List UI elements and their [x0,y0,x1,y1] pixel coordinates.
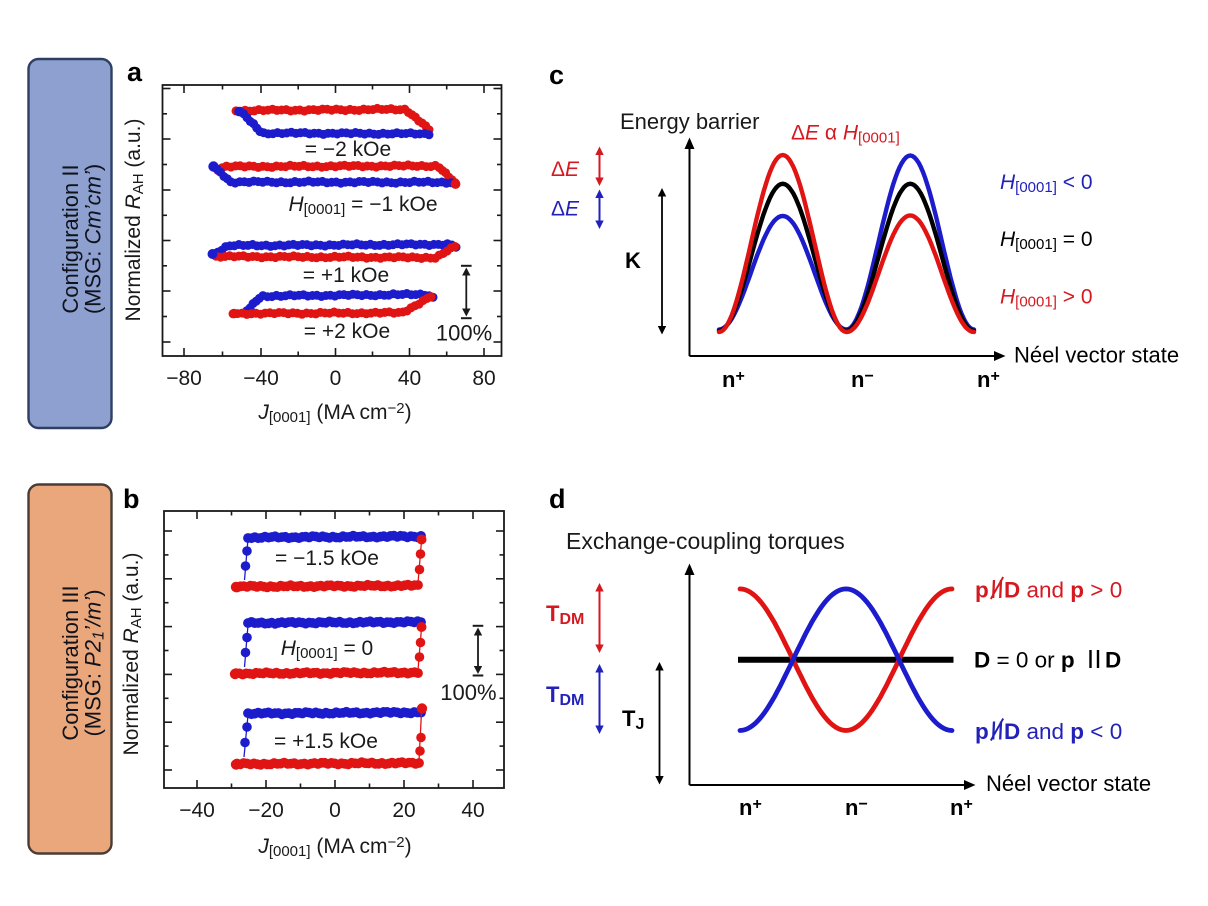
svg-text:(MSG: Cm’cm’): (MSG: Cm’cm’) [81,164,106,314]
svg-text:= −1.5 kOe: = −1.5 kOe [275,547,379,570]
svg-text:−40: −40 [243,367,279,390]
svg-text:ΔE: ΔE [551,158,580,181]
svg-text:−40: −40 [179,799,215,822]
svg-text:ΔE: ΔE [551,198,580,221]
svg-text:0: 0 [330,367,342,390]
svg-text:= +1 kOe: = +1 kOe [303,264,389,287]
svg-text:Néel vector state: Néel vector state [1014,343,1179,368]
svg-text:D = 0 or p: D = 0 or p [974,648,1075,673]
svg-text:b: b [123,484,140,514]
svg-text:TDM: TDM [546,601,584,628]
svg-text:p: p [975,578,989,603]
svg-text:Normalized RAH (a.u.): Normalized RAH (a.u.) [120,553,145,756]
svg-text:n−: n− [851,367,874,392]
svg-text:= +2 kOe: = +2 kOe [304,320,390,343]
svg-text:(MSG: P21’/m’): (MSG: P21’/m’) [81,589,108,736]
svg-text:−80: −80 [166,367,202,390]
svg-text:100%: 100% [440,680,496,705]
svg-text:Exchange-coupling torques: Exchange-coupling torques [566,528,845,554]
svg-text:H[0001] = −1 kOe: H[0001] = −1 kOe [288,193,437,218]
svg-text:n+: n+ [722,367,745,392]
svg-text:D and p > 0: D and p > 0 [1004,578,1122,603]
svg-text:D and p < 0: D and p < 0 [1004,719,1122,744]
svg-text:n−: n− [845,795,868,820]
svg-text:D: D [1105,648,1121,673]
svg-text:n+: n+ [739,795,762,820]
svg-text:TJ: TJ [622,706,644,733]
svg-text:n+: n+ [950,795,973,820]
svg-text:Néel vector state: Néel vector state [986,771,1151,796]
svg-text:p: p [975,719,989,744]
svg-text:Energy barrier: Energy barrier [620,109,759,134]
svg-text:TDM: TDM [546,682,584,709]
svg-text:n+: n+ [977,367,1000,392]
svg-text:20: 20 [392,799,415,822]
svg-text:100%: 100% [436,321,492,346]
svg-text:Normalized RAH (a.u.): Normalized RAH (a.u.) [122,119,147,322]
svg-text:c: c [549,60,564,90]
svg-text:= −2 kOe: = −2 kOe [305,138,391,161]
svg-text:40: 40 [461,799,484,822]
svg-text:Configuration II: Configuration II [58,164,83,313]
svg-text:Configuration III: Configuration III [58,585,83,740]
svg-text:−20: −20 [248,799,284,822]
svg-text:a: a [127,57,143,87]
svg-text:40: 40 [398,367,421,390]
svg-text:= +1.5 kOe: = +1.5 kOe [274,730,378,753]
svg-text:d: d [549,484,566,514]
svg-text:K: K [625,248,641,273]
svg-text:0: 0 [329,799,341,822]
svg-text:80: 80 [472,367,495,390]
